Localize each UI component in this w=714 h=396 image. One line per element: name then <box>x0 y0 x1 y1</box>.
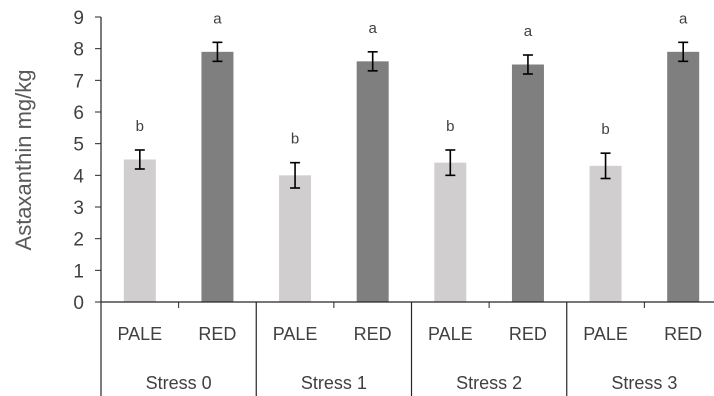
significance-letter: a <box>213 10 222 27</box>
x-group-label: Stress 2 <box>456 373 522 393</box>
bars: b a b a b a b a <box>123 10 700 303</box>
bar <box>123 159 156 302</box>
x-category-label: RED <box>664 324 702 344</box>
significance-letter: b <box>601 121 609 138</box>
significance-letter: a <box>369 20 378 37</box>
x-category-label: PALE <box>583 324 628 344</box>
x-category-label: RED <box>509 324 547 344</box>
bar <box>589 165 622 302</box>
x-group-label: Stress 1 <box>301 373 367 393</box>
significance-letter: a <box>524 23 533 40</box>
bar <box>511 64 544 302</box>
significance-letter: a <box>679 10 688 27</box>
x-axis: PALE RED Stress 0 PALE RED Stress 1 PALE RED Str… <box>100 301 714 396</box>
significance-letter: b <box>291 131 299 148</box>
significance-letter: b <box>446 118 454 135</box>
y-tick-label: 0 <box>73 293 84 314</box>
y-axis-label: Astaxanthin mg/kg <box>11 70 36 251</box>
y-tick-label: 9 <box>73 8 84 29</box>
x-category-label: PALE <box>117 324 162 344</box>
bar <box>667 51 700 303</box>
x-category-label: RED <box>354 324 392 344</box>
x-category-label: PALE <box>428 324 473 344</box>
bar <box>434 162 467 302</box>
y-tick-label: 3 <box>73 198 84 219</box>
y-tick-label: 4 <box>73 166 84 187</box>
y-tick-label: 8 <box>73 40 84 61</box>
y-tick-label: 5 <box>73 135 84 156</box>
y-axis: 0 1 2 3 4 5 6 7 8 9 <box>73 8 102 314</box>
bar <box>356 61 389 303</box>
x-group-label: Stress 0 <box>146 373 212 393</box>
y-tick-label: 7 <box>73 71 84 92</box>
x-group-label: Stress 3 <box>611 373 677 393</box>
x-category-label: PALE <box>273 324 318 344</box>
y-tick-label: 6 <box>73 103 84 124</box>
bar <box>279 175 312 302</box>
bar <box>201 51 234 303</box>
x-category-label: RED <box>198 324 236 344</box>
y-tick-label: 1 <box>73 261 84 282</box>
significance-letter: b <box>136 118 144 135</box>
y-tick-label: 2 <box>73 230 84 251</box>
